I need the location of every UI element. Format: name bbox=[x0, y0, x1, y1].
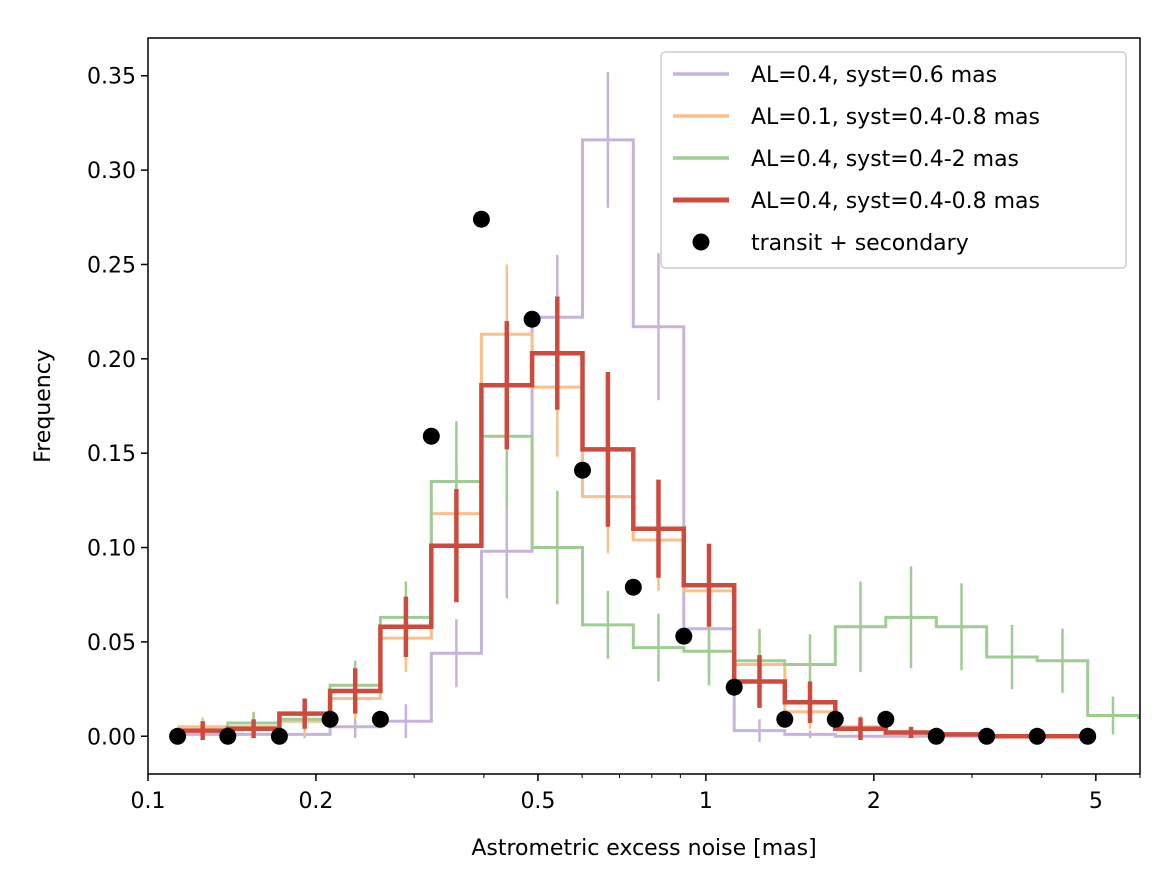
data-point bbox=[1079, 727, 1097, 745]
legend: AL=0.4, syst=0.6 mas AL=0.1, syst=0.4-0.8… bbox=[660, 51, 1127, 269]
x-tick-label: 1 bbox=[699, 789, 713, 814]
x-tick-label: 0.5 bbox=[520, 789, 555, 814]
data-point bbox=[321, 710, 339, 728]
y-tick-label: 0.20 bbox=[87, 348, 136, 373]
data-point bbox=[472, 210, 490, 228]
y-tick-label: 0.10 bbox=[87, 537, 136, 562]
plot-frame bbox=[147, 37, 1141, 775]
data-point bbox=[978, 727, 996, 745]
data-point bbox=[523, 310, 541, 328]
data-point bbox=[725, 678, 743, 696]
data-point bbox=[877, 710, 895, 728]
legend-label: transit + secondary bbox=[751, 231, 969, 256]
y-tick-label: 0.00 bbox=[87, 725, 136, 750]
data-point bbox=[270, 727, 288, 745]
y-tick-label: 0.05 bbox=[87, 631, 136, 656]
x-tick-label: 2 bbox=[867, 789, 881, 814]
data-point bbox=[624, 578, 642, 596]
legend-box bbox=[660, 51, 1127, 269]
legend-label: AL=0.1, syst=0.4-0.8 mas bbox=[751, 105, 1040, 130]
data-point bbox=[826, 710, 844, 728]
data-point bbox=[371, 710, 389, 728]
points-layer bbox=[169, 210, 1097, 745]
x-tick-label: 0.1 bbox=[131, 789, 166, 814]
legend-label: AL=0.4, syst=0.6 mas bbox=[751, 63, 997, 88]
data-point bbox=[927, 727, 945, 745]
data-point bbox=[574, 461, 591, 479]
data-point bbox=[219, 727, 237, 745]
data-point bbox=[675, 627, 693, 645]
legend-label: AL=0.4, syst=0.4-2 mas bbox=[751, 147, 1019, 172]
series-3-step-line bbox=[177, 350, 1088, 739]
data-point bbox=[1028, 727, 1046, 745]
data-point bbox=[422, 427, 440, 445]
legend-entries: AL=0.4, syst=0.6 mas AL=0.1, syst=0.4-0.8… bbox=[673, 63, 1040, 256]
x-tick-label: 5 bbox=[1089, 789, 1103, 814]
x-axis-label: Astrometric excess noise [mas] bbox=[471, 836, 816, 861]
x-tick-label: 0.2 bbox=[298, 789, 333, 814]
ticks-layer: 0.00 0.05 0.10 0.15 0.20 0.25 0.30 0.35 0.1 0.2 0.… bbox=[87, 65, 1141, 814]
legend-marker bbox=[692, 233, 710, 251]
y-tick-label: 0.35 bbox=[87, 65, 136, 90]
y-tick-label: 0.30 bbox=[87, 159, 136, 184]
legend-label: AL=0.4, syst=0.4-0.8 mas bbox=[751, 189, 1040, 214]
data-point bbox=[169, 727, 187, 745]
y-tick-label: 0.15 bbox=[87, 442, 136, 467]
data-point bbox=[776, 710, 794, 728]
y-axis-label: Frequency bbox=[31, 349, 56, 463]
series-layer bbox=[177, 72, 1140, 742]
y-tick-label: 0.25 bbox=[87, 253, 136, 278]
